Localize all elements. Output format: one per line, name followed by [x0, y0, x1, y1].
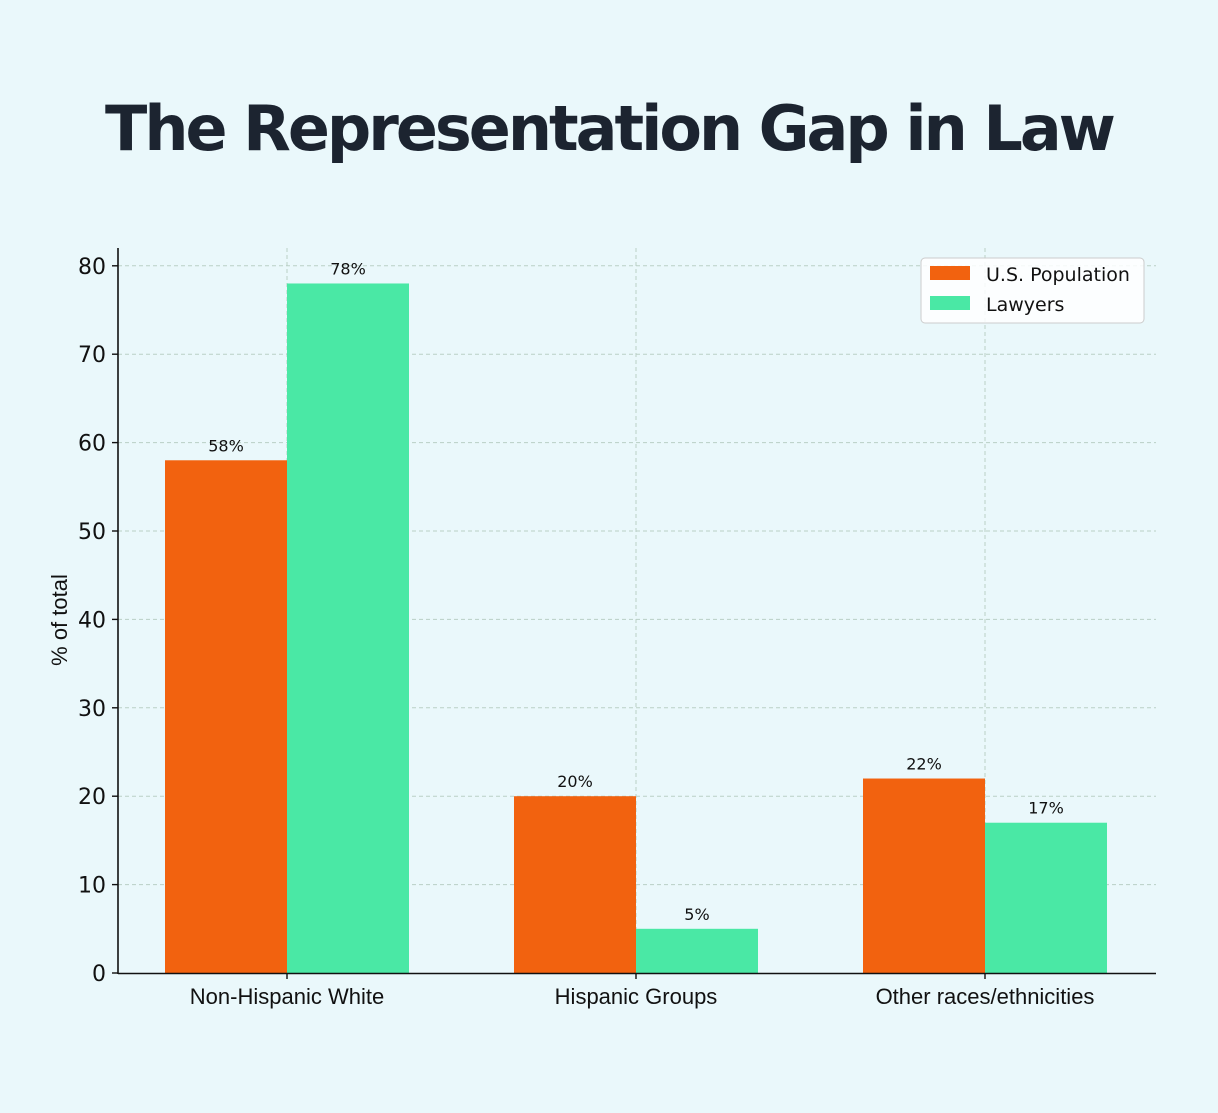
y-tick-label: 0	[92, 962, 106, 987]
bar-us-population	[863, 778, 985, 973]
bars	[165, 283, 1107, 974]
y-axis-label: % of total	[47, 574, 72, 666]
bar-value-label: 22%	[906, 755, 942, 774]
x-tick-label: Non-Hispanic White	[190, 984, 384, 1009]
y-ticks: 0 10 20 30 40 50 60 70 80	[78, 255, 118, 987]
y-tick-label: 80	[78, 255, 106, 280]
bar-value-label: 20%	[557, 772, 593, 791]
bar-us-population	[514, 796, 636, 973]
bar-labels: 58% 20% 22% 78% 5% 17%	[208, 259, 1064, 923]
legend-box	[920, 257, 1145, 324]
y-tick-label: 30	[78, 697, 106, 722]
legend-label: Lawyers	[986, 294, 1064, 316]
legend-swatch	[930, 296, 970, 310]
bar-value-label: 17%	[1028, 799, 1064, 818]
y-tick-label: 10	[78, 874, 106, 899]
legend-swatch	[930, 266, 970, 280]
bar-lawyers	[985, 822, 1107, 973]
bar-value-label: 58%	[208, 436, 244, 455]
x-ticks: Non-Hispanic White Hispanic Groups Other r…	[190, 973, 1095, 1009]
bar-value-label: 5%	[684, 905, 709, 924]
legend: U.S. Population Lawyers	[920, 257, 1145, 324]
axes	[117, 248, 1156, 975]
x-tick-label: Hispanic Groups	[555, 984, 718, 1009]
y-tick-label: 50	[78, 520, 106, 545]
y-tick-label: 60	[78, 432, 106, 457]
chart-title: The Representation Gap in Law	[105, 92, 1116, 165]
legend-label: U.S. Population	[986, 264, 1130, 286]
bar-lawyers	[287, 283, 409, 974]
x-tick-label: Other races/ethnicities	[876, 984, 1095, 1009]
bar-us-population	[165, 460, 287, 973]
bar-value-label: 78%	[330, 259, 366, 278]
y-tick-label: 40	[78, 608, 106, 633]
y-tick-label: 70	[78, 343, 106, 368]
bar-lawyers	[636, 928, 758, 973]
y-tick-label: 20	[78, 785, 106, 810]
